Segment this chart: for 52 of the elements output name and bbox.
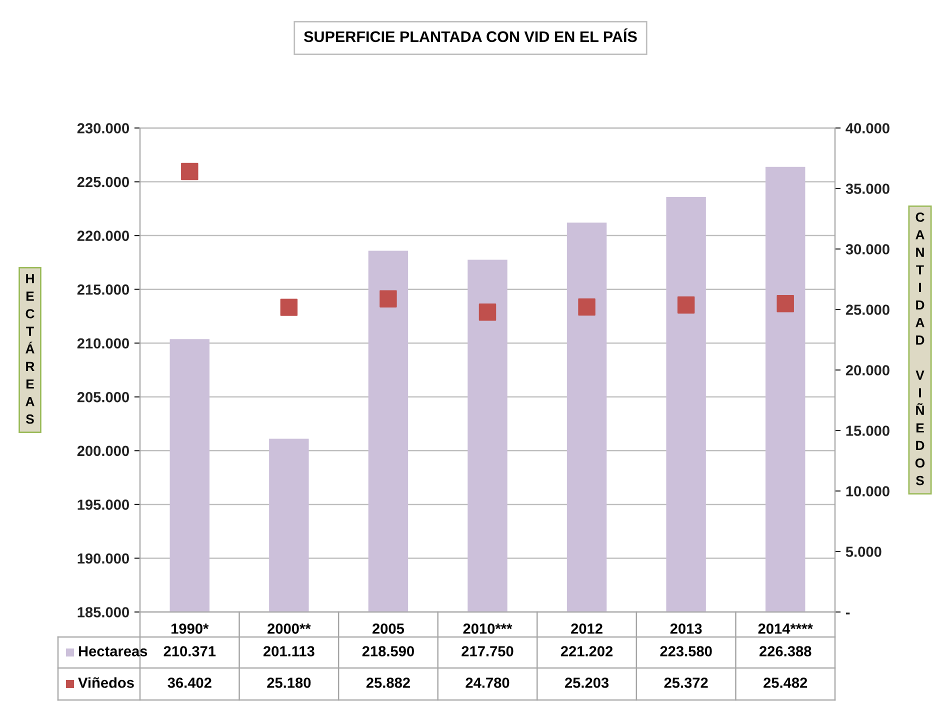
y-tick-label: 215.000 [77,284,129,295]
y-tick-label: 205.000 [77,392,129,402]
y2-tick-label: 25.000 [846,304,890,315]
chart-title: SUPERFICIE PLANTADA CON VID EN EL PAÍS [304,28,637,42]
y2-tick-label: 20.000 [846,365,890,376]
y-tick-label: 195.000 [78,500,129,510]
data-label: 25.372 [664,678,708,688]
y-tick-label: 210.000 [77,338,129,349]
x-tick-label: 2010*** [463,623,512,634]
y-tick-label: 225.000 [77,176,129,188]
y2-tick-label: 5.000 [846,546,882,557]
y2-tick-label: 10.000 [846,486,890,496]
y-tick-label: 200.000 [77,446,129,456]
data-label: 221.202 [560,646,613,656]
point [677,296,695,314]
point [380,290,397,308]
data-label: 226.388 [760,646,812,656]
y2-tick-label: 40.000 [846,123,890,134]
y2-tick-label: 30.000 [846,244,890,254]
data-label: 201.113 [263,646,314,656]
text: CANTIDAD VIÑEDOS [915,212,925,486]
y2-tick-label: 35.000 [846,184,890,194]
data-label: 218.590 [362,646,414,656]
y2-tick-label: - [846,612,850,614]
text: HECTÁREAS [26,274,34,424]
x-tick-label: 2014**** [758,623,813,634]
data-label: 217.750 [462,646,514,656]
x-tick-label: 2005 [372,623,404,634]
legend-label: Hectareas [78,646,148,656]
y-tick-label: 185.000 [78,607,129,618]
data-label: 25.882 [366,678,410,688]
data-label: 223.580 [660,646,712,656]
x-tick-label: 2000** [268,623,311,634]
data-label: 24.780 [466,678,510,688]
data-label: 36.402 [168,678,212,688]
point [478,304,496,321]
y-tick-label: 220.000 [77,230,129,241]
x-tick-label: 1990* [172,623,209,634]
point [578,298,596,316]
point [776,295,794,312]
point [280,298,298,316]
data-label: 210.371 [164,646,216,656]
y-tick-label: 230.000 [77,123,129,134]
point [181,162,198,180]
legend-label: Viñedos [78,677,134,688]
x-tick-label: 2013 [670,623,702,634]
data-label: 25.180 [267,678,311,688]
y-tick-label: 190.000 [78,553,129,564]
data-label: 25.203 [564,678,609,688]
x-tick-label: 2012 [571,623,602,634]
y2-tick-label: 15.000 [846,426,890,436]
data-label: 25.482 [764,678,808,688]
